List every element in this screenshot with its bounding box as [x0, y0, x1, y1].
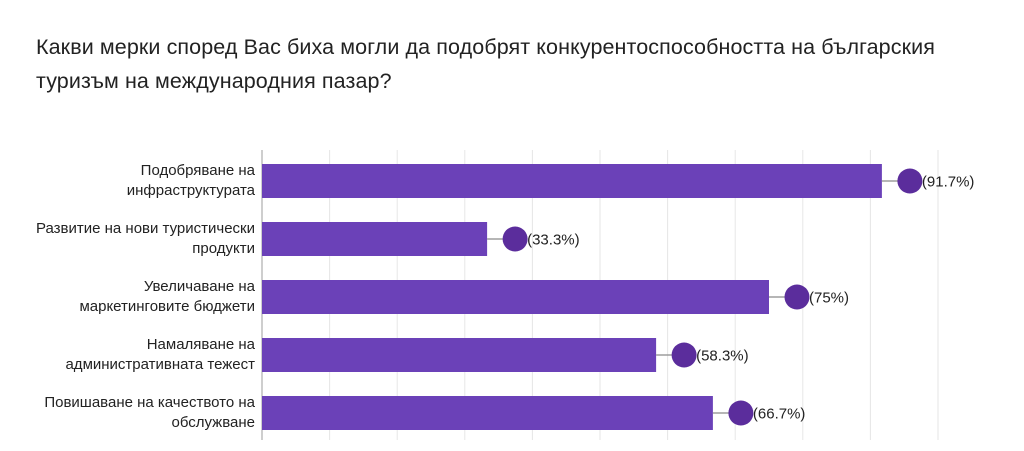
category-label-line: обслужване: [172, 414, 256, 431]
category-label-line: Развитие на нови туристически: [36, 220, 255, 237]
chart-title: Какви мерки според Вас биха могли да под…: [36, 35, 935, 93]
bar: [262, 280, 769, 314]
category-label-line: административната тежест: [65, 356, 255, 373]
bar: [262, 338, 657, 372]
category-label: Подобряване на инфраструктурата: [127, 162, 256, 199]
category-label: Повишаване на качеството на обслужване: [44, 394, 255, 431]
category-label-line: инфраструктурата: [127, 182, 256, 199]
value-marker: [897, 168, 923, 194]
category-label: Намаляване на административната тежест: [65, 336, 255, 373]
category-label-line: Подобряване на: [141, 162, 256, 179]
value-marker: [671, 342, 697, 368]
value-marker: [728, 400, 754, 426]
category-label-line: Намаляване на: [147, 336, 256, 353]
data-label: (33.3%): [527, 232, 580, 249]
data-label: (91.7%): [922, 174, 975, 191]
category-label: Развитие на нови туристически продукти: [36, 220, 255, 257]
category-label: Увеличаване на маркетинговите бюджети: [79, 278, 255, 315]
data-label: (75%): [809, 290, 849, 307]
category-label-line: Повишаване на качеството на: [44, 394, 255, 411]
category-label-line: маркетинговите бюджети: [79, 298, 255, 315]
bar: [262, 164, 882, 198]
category-label-line: продукти: [192, 240, 255, 257]
data-label: (66.7%): [753, 406, 806, 423]
bar: [262, 222, 488, 256]
bar: [262, 396, 713, 430]
value-marker: [502, 226, 528, 252]
category-label-line: Увеличаване на: [144, 278, 256, 295]
data-label: (58.3%): [696, 348, 749, 365]
value-marker: [784, 284, 810, 310]
